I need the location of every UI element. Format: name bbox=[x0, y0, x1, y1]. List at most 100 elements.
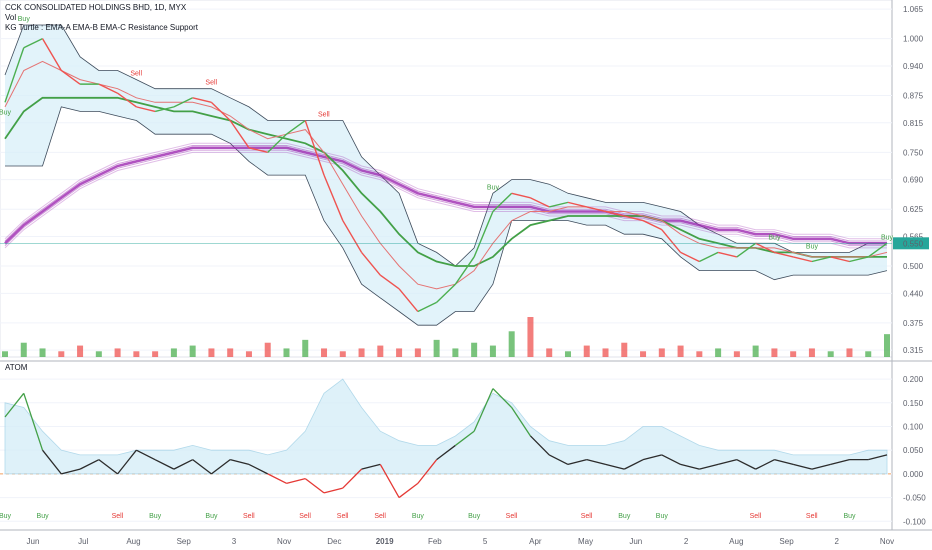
volume-bar bbox=[20, 342, 27, 357]
atom-tick-label: 0.150 bbox=[903, 399, 924, 408]
price-segment bbox=[811, 256, 831, 263]
price-tick-label: 0.565 bbox=[903, 232, 924, 241]
volume-bar bbox=[884, 334, 890, 357]
atom-segment bbox=[23, 393, 44, 451]
volume-bar bbox=[39, 348, 46, 357]
price-tick-label: 1.000 bbox=[903, 35, 924, 44]
atom-segment bbox=[661, 454, 681, 465]
volume-label: Vol bbox=[5, 13, 17, 22]
volume-bar bbox=[264, 342, 271, 357]
atom-segment bbox=[79, 459, 100, 470]
price-tick-label: 0.440 bbox=[903, 289, 924, 298]
volume-bar bbox=[189, 345, 196, 357]
atom-segment bbox=[417, 459, 438, 484]
atom-segment bbox=[323, 487, 343, 494]
time-tick-label: Apr bbox=[529, 537, 542, 546]
ema-c-line bbox=[4, 146, 887, 245]
sell-signal: Sell bbox=[318, 112, 330, 119]
atom-segment bbox=[755, 459, 775, 470]
buy-signal: Buy bbox=[18, 16, 31, 23]
atom-tick-label: 0.050 bbox=[903, 446, 924, 455]
atom-segment bbox=[511, 407, 531, 437]
atom-tick-label: 0.000 bbox=[903, 470, 924, 479]
price-segment bbox=[60, 69, 81, 85]
atom-segment bbox=[717, 459, 738, 466]
atom-segment bbox=[586, 459, 606, 466]
atom-buy-signal: Buy bbox=[843, 513, 856, 520]
volume-bar bbox=[95, 351, 102, 357]
time-tick-label: Sep bbox=[779, 537, 794, 546]
atom-buy-signal: Buy bbox=[412, 513, 425, 520]
price-segment bbox=[849, 256, 869, 263]
price-tick-label: 0.690 bbox=[903, 176, 924, 185]
volume-bar bbox=[564, 351, 571, 357]
volume-bar bbox=[133, 351, 140, 357]
time-tick-label: Dec bbox=[327, 537, 341, 546]
volume-bar bbox=[808, 348, 815, 357]
atom-segment bbox=[868, 454, 888, 461]
ema-c-band-line bbox=[4, 151, 887, 249]
price-segment bbox=[454, 256, 475, 285]
atom-sell-signal: Sell bbox=[299, 513, 311, 520]
atom-segment bbox=[61, 468, 81, 475]
volume-bar bbox=[321, 348, 328, 357]
volume-bar bbox=[771, 348, 778, 357]
atom-segment bbox=[154, 459, 175, 470]
price-segment bbox=[210, 101, 231, 122]
volume-bar bbox=[302, 339, 309, 357]
atom-segment bbox=[248, 463, 269, 475]
price-segment bbox=[304, 120, 325, 176]
time-tick-label: Feb bbox=[428, 537, 442, 546]
atom-segment bbox=[830, 459, 850, 466]
volume-bar bbox=[114, 348, 121, 357]
chart-title: CCK CONSOLIDATED HOLDINGS BHD, 1D, MYX bbox=[5, 3, 187, 12]
volume-bar bbox=[489, 345, 496, 357]
price-segment bbox=[417, 301, 437, 313]
atom-segment bbox=[342, 468, 363, 489]
volume-bar bbox=[283, 348, 290, 357]
atom-segment bbox=[211, 459, 231, 475]
price-segment bbox=[173, 97, 193, 108]
atom-tick-label: 0.200 bbox=[903, 375, 924, 384]
price-segment bbox=[717, 251, 738, 258]
time-tick-label: 2 bbox=[835, 537, 840, 546]
atom-sell-signal: Sell bbox=[112, 513, 124, 520]
atom-sell-signal: Sell bbox=[243, 513, 255, 520]
volume-bar bbox=[208, 348, 215, 357]
atom-segment bbox=[492, 388, 513, 408]
volume-bar bbox=[546, 348, 553, 357]
buy-signal: Buy bbox=[806, 243, 819, 250]
time-tick-label: May bbox=[578, 537, 593, 546]
price-segment bbox=[736, 242, 757, 258]
volume-bar bbox=[227, 348, 234, 357]
atom-panel: 0.200 0.150 0.100 0.050 0.000 -0.050 -0.100 Buy… bbox=[0, 375, 926, 526]
volume-bar bbox=[245, 351, 252, 357]
atom-segment bbox=[473, 388, 494, 432]
volume-bar bbox=[602, 348, 609, 357]
atom-segment bbox=[98, 459, 118, 475]
volume-bar bbox=[152, 351, 159, 357]
volume-bar bbox=[640, 351, 647, 357]
time-tick-label: 5 bbox=[483, 537, 488, 546]
price-segment bbox=[699, 251, 719, 263]
price-segment bbox=[98, 83, 118, 94]
atom-buy-signal: Buy bbox=[0, 513, 12, 520]
atom-segment bbox=[811, 463, 831, 470]
ema-a-line bbox=[4, 60, 888, 290]
atom-segment bbox=[642, 454, 662, 461]
atom-segment bbox=[699, 463, 719, 470]
price-tick-label: 0.315 bbox=[903, 346, 924, 355]
atom-segment bbox=[361, 463, 381, 470]
atom-segment bbox=[304, 478, 325, 494]
time-tick-label: Aug bbox=[729, 537, 743, 546]
atom-segment bbox=[680, 463, 700, 470]
volume-bars bbox=[2, 317, 890, 357]
volume-bar bbox=[358, 348, 365, 357]
atom-segment bbox=[774, 459, 794, 466]
price-tick-label: 0.940 bbox=[903, 62, 924, 71]
price-tick-label: 0.625 bbox=[903, 205, 924, 214]
channel-fill bbox=[5, 25, 887, 326]
volume-bar bbox=[414, 348, 421, 357]
price-tick-label: 0.815 bbox=[903, 119, 924, 128]
buy-signal: Buy bbox=[487, 184, 500, 191]
